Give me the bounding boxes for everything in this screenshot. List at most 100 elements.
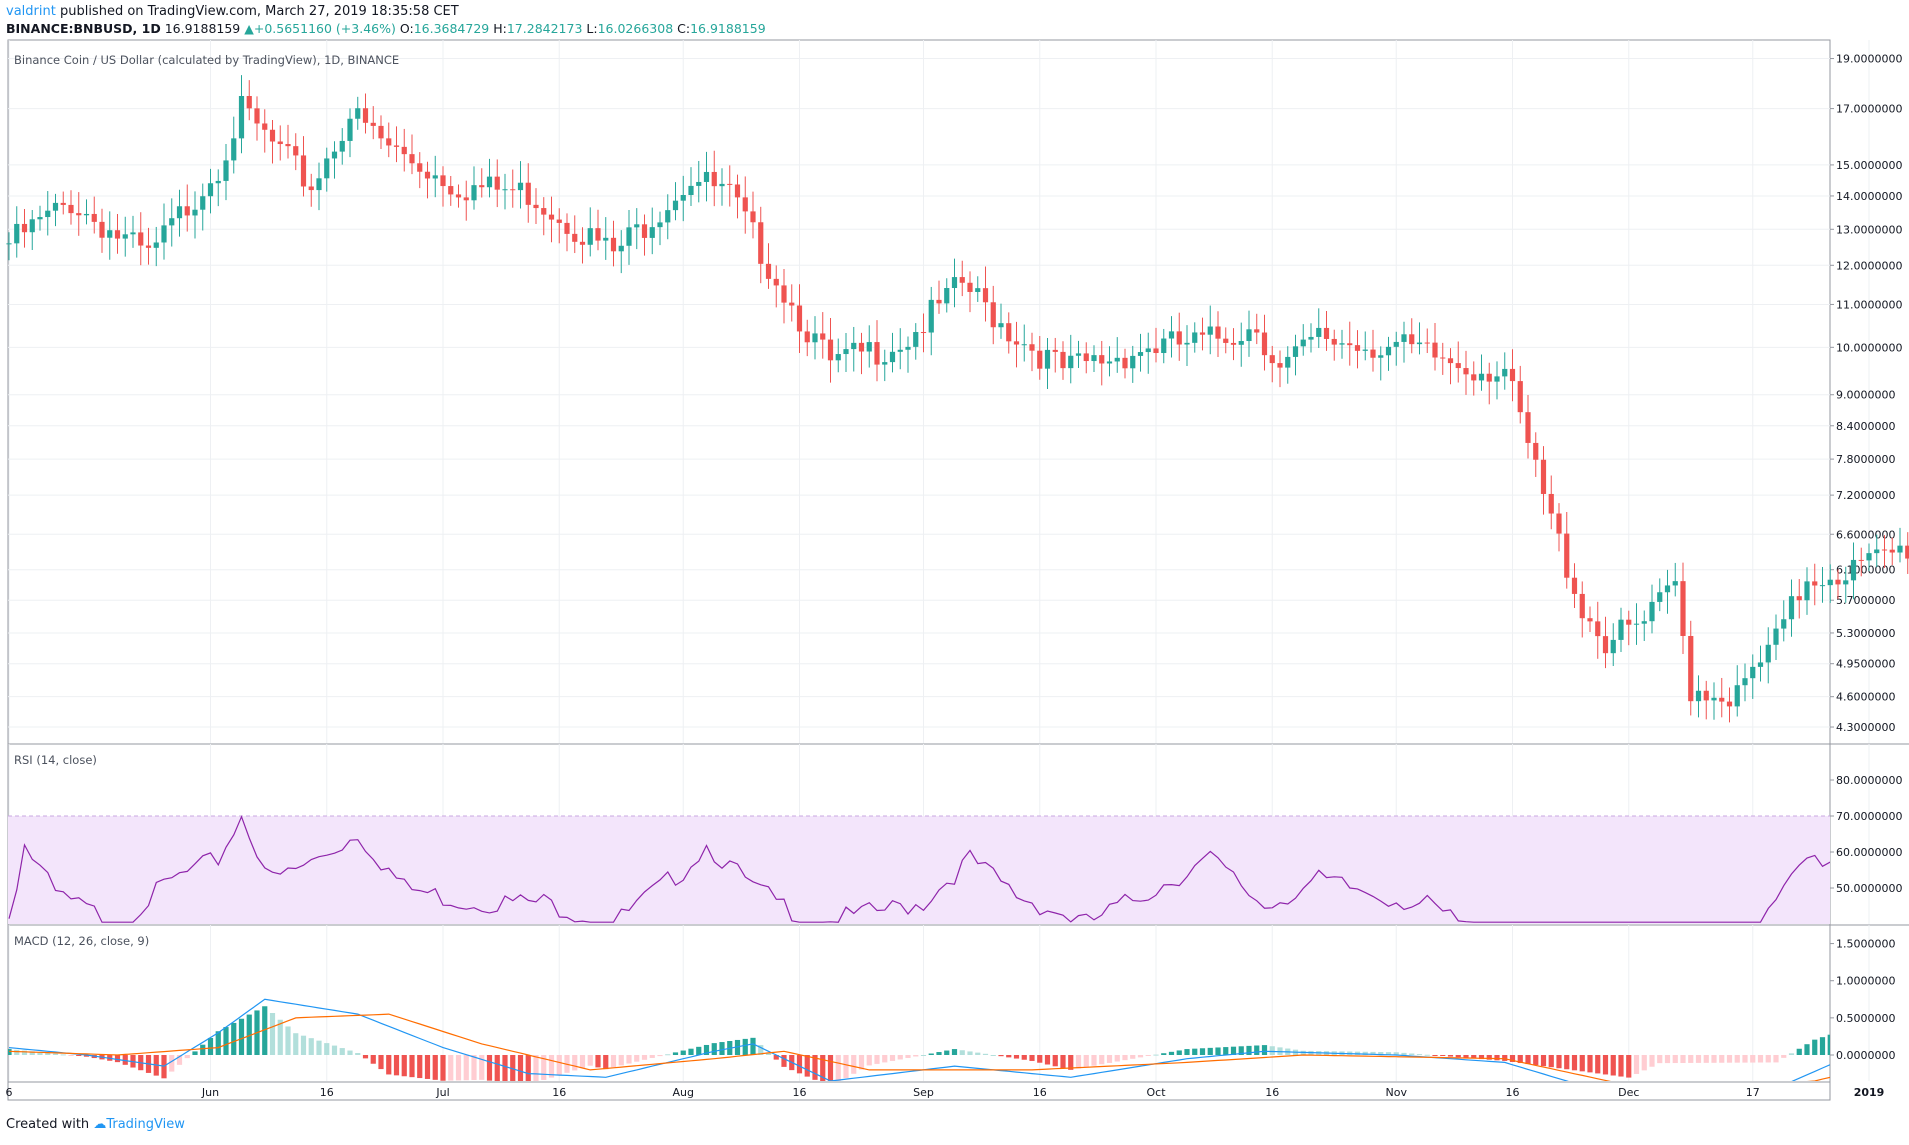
macd-title: MACD (12, 26, close, 9) xyxy=(14,934,149,948)
histogram-bar xyxy=(579,1055,586,1069)
candle-body xyxy=(510,189,516,191)
candle-body xyxy=(1486,373,1492,382)
candle-body xyxy=(386,138,392,146)
candle-body xyxy=(91,213,97,222)
x-tick-label: 16 xyxy=(1265,1086,1279,1099)
candle-body xyxy=(1261,332,1268,356)
candle-body xyxy=(1773,628,1779,645)
candle-body xyxy=(21,223,28,233)
candle-body xyxy=(471,185,477,201)
histogram-bar xyxy=(502,1055,508,1081)
histogram-bar xyxy=(1261,1045,1268,1055)
histogram-bar xyxy=(1362,1051,1368,1055)
tradingview-brand[interactable]: TradingView xyxy=(106,1117,185,1132)
histogram-bar xyxy=(308,1038,314,1055)
candle-body xyxy=(1905,545,1909,559)
candle-body xyxy=(944,288,950,304)
published-text: published on TradingView.com, March 27, … xyxy=(59,4,459,19)
candle-body xyxy=(1742,678,1748,686)
candle-body xyxy=(169,218,175,226)
candle-body xyxy=(1750,666,1756,679)
y-tick-label: 6.6000000 xyxy=(1836,528,1896,541)
x-tick-label: Jul xyxy=(435,1086,449,1099)
price-change: +0.5651160 (+3.46%) xyxy=(253,21,396,36)
candle-body xyxy=(711,171,717,187)
publish-line: valdrint published on TradingView.com, M… xyxy=(6,4,459,19)
candle-body xyxy=(1788,596,1795,620)
candle-body xyxy=(1548,493,1554,514)
candle-body xyxy=(1114,357,1120,362)
histogram-bar xyxy=(200,1044,206,1055)
candle-body xyxy=(192,209,198,216)
histogram-bar xyxy=(1819,1037,1826,1055)
histogram-bar xyxy=(665,1054,671,1056)
histogram-bar xyxy=(1525,1055,1531,1065)
candle-body xyxy=(1556,513,1562,534)
candle-body xyxy=(587,228,593,245)
candle-body xyxy=(1277,363,1283,368)
rsi-band xyxy=(8,816,1830,924)
candle-body xyxy=(851,342,857,350)
candle-body xyxy=(455,194,462,198)
candle-body xyxy=(734,184,741,198)
candle-body xyxy=(122,234,128,239)
histogram-bar xyxy=(479,1055,485,1080)
histogram-bar xyxy=(920,1055,927,1056)
candle-body xyxy=(1719,697,1725,702)
candle-body xyxy=(820,333,826,340)
candle-body xyxy=(1006,323,1012,342)
candle-body xyxy=(1757,662,1764,667)
histogram-bar xyxy=(1223,1047,1229,1055)
histogram-bar xyxy=(672,1052,679,1055)
candle-body xyxy=(1618,619,1624,640)
candle-body xyxy=(1199,332,1206,335)
histogram-bar xyxy=(1773,1055,1779,1063)
histogram-bar xyxy=(378,1055,384,1070)
candle-body xyxy=(1889,549,1895,553)
histogram-bar xyxy=(905,1055,911,1058)
candle-body xyxy=(1502,368,1508,377)
candle-body xyxy=(1525,412,1531,443)
macd-tick-label: 0.0000000 xyxy=(1836,1049,1896,1062)
candle-body xyxy=(998,323,1004,328)
candle-body xyxy=(401,146,407,155)
histogram-bar xyxy=(262,1006,268,1055)
histogram-bar xyxy=(533,1055,539,1081)
candle-body xyxy=(262,123,268,130)
candle-body xyxy=(1130,355,1136,369)
histogram-bar xyxy=(1672,1055,1678,1064)
y-tick-label: 17.0000000 xyxy=(1836,103,1902,116)
candle-body xyxy=(812,333,818,343)
histogram-bar xyxy=(231,1022,237,1055)
histogram-bar xyxy=(21,1050,28,1055)
histogram-bar xyxy=(944,1050,950,1055)
histogram-bar xyxy=(432,1055,438,1080)
candle-body xyxy=(889,351,896,363)
histogram-bar xyxy=(1192,1048,1198,1055)
candle-body xyxy=(52,202,59,211)
candle-body xyxy=(1153,348,1159,354)
histogram-bar xyxy=(525,1055,531,1081)
macd-histogram xyxy=(8,1006,1830,1081)
candle-body xyxy=(76,213,82,216)
histogram-bar xyxy=(1238,1046,1244,1055)
x-tick-label: Nov xyxy=(1386,1086,1408,1099)
candle-body xyxy=(1664,585,1671,593)
histogram-bar xyxy=(796,1055,803,1074)
histogram-bar xyxy=(207,1037,214,1055)
histogram-bar xyxy=(610,1055,617,1068)
y-tick-label: 5.7000000 xyxy=(1836,594,1896,607)
author-link[interactable]: valdrint xyxy=(6,4,56,19)
candle-body xyxy=(1610,639,1616,654)
candle-body xyxy=(719,183,725,187)
candle-body xyxy=(1385,346,1392,356)
histogram-bar xyxy=(1471,1055,1477,1059)
candle-body xyxy=(765,263,772,279)
histogram-bar xyxy=(1711,1055,1717,1063)
histogram-bar xyxy=(409,1055,415,1078)
close-label: C: xyxy=(677,21,691,36)
y-tick-label: 6.1000000 xyxy=(1836,564,1896,577)
histogram-bar xyxy=(696,1046,702,1055)
histogram-bar xyxy=(1804,1044,1810,1055)
